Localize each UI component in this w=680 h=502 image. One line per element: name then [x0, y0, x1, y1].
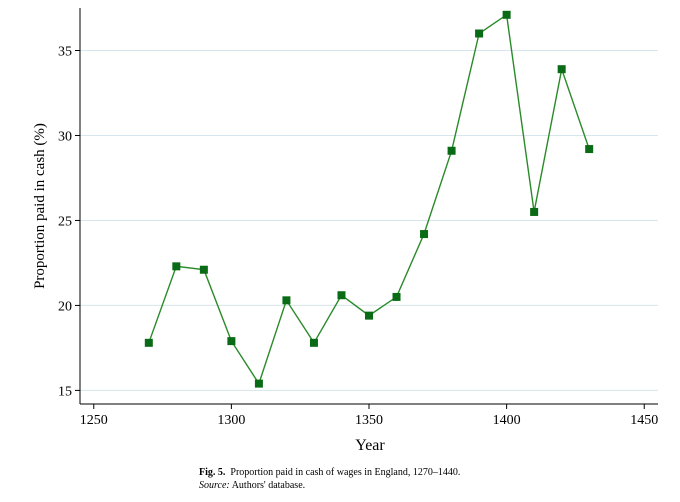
x-tick-label: 1400: [493, 413, 521, 428]
data-point-marker: [199, 265, 208, 274]
y-tick-label: 30: [58, 129, 72, 144]
data-point-marker: [172, 262, 181, 271]
x-tick-label: 1300: [217, 413, 245, 428]
data-point-marker: [227, 337, 236, 346]
data-point-marker: [144, 338, 153, 347]
y-tick-label: 20: [58, 299, 72, 314]
data-point-marker: [502, 10, 511, 19]
data-point-marker: [447, 146, 456, 155]
x-tick-label: 1450: [630, 413, 658, 428]
x-axis-label: Year: [355, 437, 385, 454]
data-point-marker: [254, 379, 263, 388]
series-line: [148, 13, 590, 386]
caption-source-line: Source: Authors' database.: [199, 479, 460, 492]
data-point-marker: [365, 311, 373, 320]
data-point-marker: [420, 230, 429, 239]
data-point-marker: [475, 29, 484, 38]
y-tick-label: 35: [58, 44, 72, 59]
figure-label: Fig. 5.: [199, 467, 226, 478]
x-tick-label: 1250: [80, 413, 108, 428]
gridlines: [80, 49, 658, 391]
series-markers: [144, 10, 594, 388]
caption-title-line: Fig. 5. Proportion paid in cash of wages…: [199, 466, 460, 479]
y-ticks: 15 20 25 30 35: [58, 44, 80, 399]
data-point-marker: [337, 291, 346, 300]
line-chart: 15 20 25 30 35 1250 1300 1350 1400 1450 Proporti…: [32, 8, 658, 454]
data-point-marker: [530, 207, 539, 216]
source-text: Authors' database.: [231, 480, 306, 491]
series-polyline: [148, 13, 590, 386]
data-point-marker: [585, 145, 594, 154]
x-ticks: 1250 1300 1350 1400 1450: [80, 404, 658, 428]
figure-title: Proportion paid in cash of wages in Engl…: [230, 467, 461, 478]
data-point-marker: [392, 292, 401, 301]
source-label: Source:: [199, 480, 230, 491]
y-tick-label: 15: [58, 384, 72, 399]
x-tick-label: 1350: [355, 413, 383, 428]
data-point-marker: [309, 338, 318, 347]
data-point-marker: [282, 296, 291, 305]
y-tick-label: 25: [58, 214, 72, 229]
y-axis-label: Proportion paid in cash (%): [32, 123, 48, 289]
figure-caption: Fig. 5. Proportion paid in cash of wages…: [199, 466, 460, 492]
data-point-marker: [557, 65, 566, 74]
